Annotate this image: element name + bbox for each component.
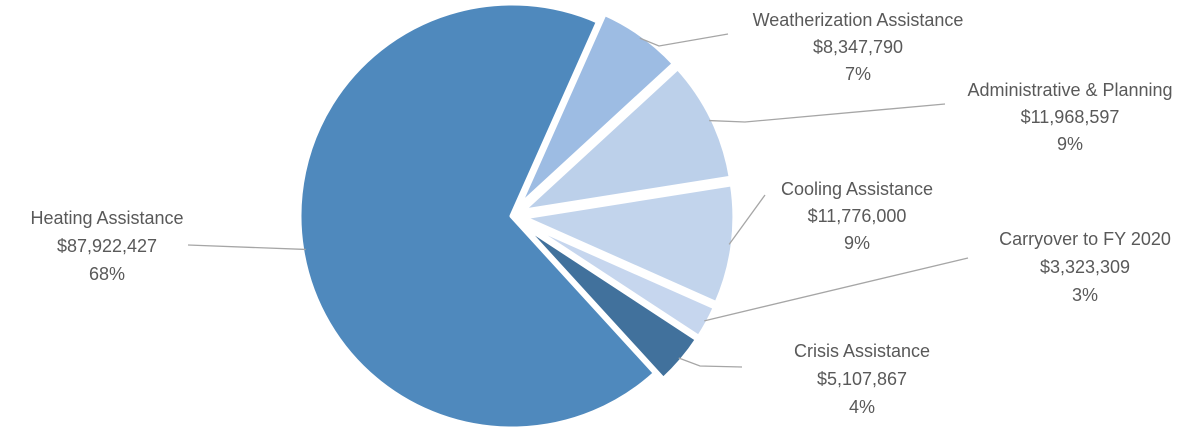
label-crisis-amount: $5,107,867 — [817, 369, 907, 389]
label-weatherization-pct: 7% — [845, 64, 871, 84]
label-administrative: Administrative & Planning $11,968,597 9% — [967, 80, 1172, 154]
label-administrative-name: Administrative & Planning — [967, 80, 1172, 100]
label-heating: Heating Assistance $87,922,427 68% — [30, 208, 183, 284]
label-cooling: Cooling Assistance $11,776,000 9% — [781, 179, 933, 253]
label-crisis: Crisis Assistance $5,107,867 4% — [794, 341, 930, 417]
label-heating-pct: 68% — [89, 264, 125, 284]
pie-slice-weatherization-assistance — [515, 10, 678, 211]
label-weatherization-name: Weatherization Assistance — [753, 10, 964, 30]
label-administrative-pct: 9% — [1057, 134, 1083, 154]
label-heating-name: Heating Assistance — [30, 208, 183, 228]
label-carryover-pct: 3% — [1072, 285, 1098, 305]
label-cooling-pct: 9% — [844, 233, 870, 253]
pie-slice-crisis-assistance — [517, 219, 701, 383]
pie-slice-administrative-planning — [518, 64, 734, 215]
pie-slice-cooling-assistance — [519, 181, 738, 307]
label-crisis-name: Crisis Assistance — [794, 341, 930, 361]
label-heating-amount: $87,922,427 — [57, 236, 157, 256]
pie-slice-heating-assistance — [296, 0, 659, 432]
leader-line-heating-assistance — [187, 244, 306, 251]
label-weatherization: Weatherization Assistance $8,347,790 7% — [753, 10, 964, 84]
label-crisis-pct: 4% — [849, 397, 875, 417]
label-carryover-amount: $3,323,309 — [1040, 257, 1130, 277]
leader-line-cooling-assistance — [728, 194, 766, 245]
label-weatherization-amount: $8,347,790 — [813, 37, 903, 57]
leader-line-crisis-assistance — [678, 357, 743, 368]
leader-line-carryover-to-fy-2020 — [704, 257, 969, 322]
label-carryover: Carryover to FY 2020 $3,323,309 3% — [999, 229, 1171, 305]
label-administrative-amount: $11,968,597 — [1021, 107, 1120, 127]
label-cooling-amount: $11,776,000 — [808, 206, 907, 226]
label-carryover-name: Carryover to FY 2020 — [999, 229, 1171, 249]
label-cooling-name: Cooling Assistance — [781, 179, 933, 199]
pie-slices — [296, 0, 738, 432]
leader-lines — [187, 33, 969, 368]
leader-line-weatherization-assistance — [639, 33, 729, 47]
leader-line-administrative-planning — [709, 103, 946, 123]
